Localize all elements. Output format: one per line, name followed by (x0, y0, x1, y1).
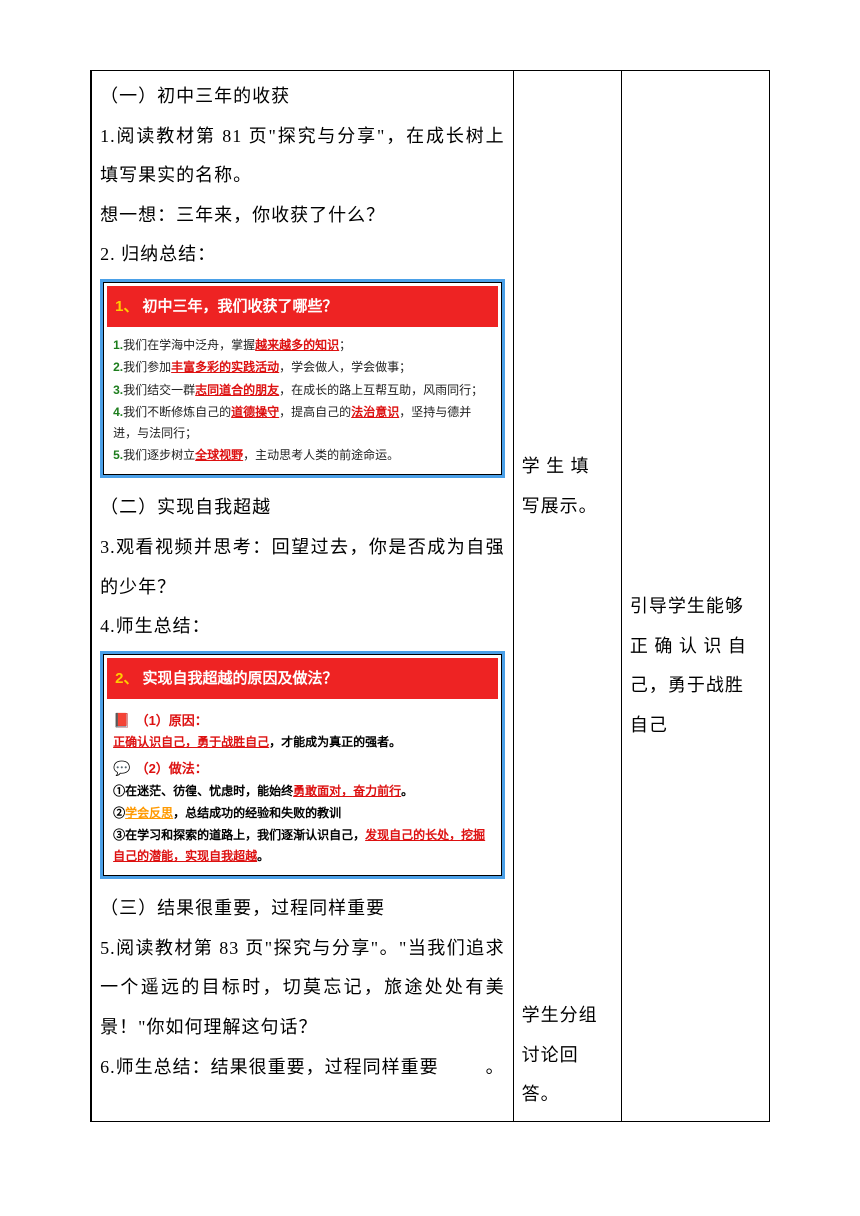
method-label: （2）做法： (136, 758, 208, 780)
sec2-title: （二）实现自我超越 (100, 488, 505, 528)
card2-header: 2、实现自我超越的原因及做法？ (107, 658, 498, 699)
col-main: （一）初中三年的收获 1.阅读教材第 81 页"探究与分享"，在成长树上填写果实… (92, 71, 514, 1122)
student-fill: 学 生 填 写展示。 (522, 447, 613, 526)
reason-label: （1）原因： (136, 710, 208, 732)
c1-l4-idx: 4. (113, 405, 123, 419)
c2-m3-c: 。 (257, 849, 269, 863)
c1-l5-d: ，主动思考人类的前途命运。 (243, 448, 399, 462)
lesson-plan-table: （一）初中三年的收获 1.阅读教材第 81 页"探究与分享"，在成长树上填写果实… (90, 70, 770, 1122)
c2-m1-b: 勇敢面对，奋力前行 (293, 784, 401, 798)
c2-m1-a: ①在迷茫、彷徨、忧虑时，能始终 (113, 784, 293, 798)
c1-l3-c: 志同道合的朋友 (195, 383, 279, 397)
sec3-title: （三）结果很重要，过程同样重要 (100, 889, 505, 929)
c1-l5-c: 全球视野 (195, 448, 243, 462)
card2-header-text: 实现自我超越的原因及做法？ (142, 670, 337, 687)
sec3-p2b: 。 (486, 1048, 505, 1088)
card1-header: 1、初中三年，我们收获了哪些？ (107, 286, 498, 327)
c1-l1-b: 我们在学海中泛舟，掌握 (123, 338, 255, 352)
card2-num: 2、 (115, 670, 138, 687)
c1-l3-idx: 3. (113, 383, 123, 397)
c2-m1-c: 。 (401, 784, 413, 798)
book-icon: 📕 (113, 709, 130, 733)
purpose-text: 引导学生能够正 确 认 识 自己，勇于战胜自己 (630, 587, 761, 745)
card2-body: 📕 （1）原因： 正确认识自己，勇于战胜自己，才能成为真正的强者。 💬 （2）做法：… (103, 703, 502, 877)
col-purpose: 引导学生能够正 确 认 识 自己，勇于战胜自己 (621, 71, 769, 1122)
c2-reason-a: 正确认识自己，勇于战胜自己 (113, 735, 269, 749)
sec2-p1: 3.观看视频并思考：回望过去，你是否成为自强的少年？ (100, 528, 505, 607)
c1-l5-b: 我们逐步树立 (123, 448, 195, 462)
sec1-p3: 2. 归纳总结： (100, 235, 505, 275)
c1-l1-c: 越来越多的知识 (255, 338, 339, 352)
sec3-p2: 6.师生总结：结果很重要，过程同样重要 。 (100, 1048, 505, 1088)
c1-l2-b: 我们参加 (123, 360, 171, 374)
student-discuss: 学生分组讨论回答。 (522, 996, 613, 1115)
sec1-title: （一）初中三年的收获 (100, 77, 505, 117)
sec2-p2: 4.师生总结： (100, 607, 505, 647)
c1-l1-d: ； (339, 338, 351, 352)
c1-l4-b: 我们不断修炼自己的 (123, 405, 231, 419)
c2-m2-b: 学会反思 (125, 806, 173, 820)
sec1-p2: 想一想：三年来，你收获了什么？ (100, 196, 505, 236)
c1-l4-c: 道德操守 (231, 405, 279, 419)
c1-l5-idx: 5. (113, 448, 123, 462)
c1-l3-d: ，在成长的路上互帮互助，风雨同行； (279, 383, 483, 397)
c2-m2-a: ② (113, 806, 125, 820)
card1-num: 1、 (115, 298, 138, 315)
card-harvest: 1、初中三年，我们收获了哪些？ 1.我们在学海中泛舟，掌握越来越多的知识； 2.… (100, 279, 505, 478)
c2-m2-c: ，总结成功的经验和失败的教训 (173, 806, 341, 820)
sec3-p1: 5.阅读教材第 83 页"探究与分享"。"当我们追求一个遥远的目标时，切莫忘记，… (100, 929, 505, 1048)
c2-reason-b: ，才能成为真正的强者。 (269, 735, 401, 749)
col-student: 学 生 填 写展示。 学生分组讨论回答。 (513, 71, 621, 1122)
c1-l2-d: ，学会做人，学会做事； (279, 360, 411, 374)
c2-m3-a: ③在学习和探索的道路上，我们逐渐认识自己， (113, 828, 365, 842)
sec1-p1: 1.阅读教材第 81 页"探究与分享"，在成长树上填写果实的名称。 (100, 117, 505, 196)
c1-l2-idx: 2. (113, 360, 123, 374)
c1-l4-e: 法治意识 (351, 405, 399, 419)
c1-l4-d: ，提高自己的 (279, 405, 351, 419)
card1-header-text: 初中三年，我们收获了哪些？ (142, 298, 337, 315)
c1-l1-idx: 1. (113, 338, 123, 352)
c1-l3-b: 我们结交一群 (123, 383, 195, 397)
c1-l2-c: 丰富多彩的实践活动 (171, 360, 279, 374)
speech-icon: 💬 (113, 757, 130, 781)
card1-body: 1.我们在学海中泛舟，掌握越来越多的知识； 2.我们参加丰富多彩的实践活动，学会… (103, 331, 502, 475)
card-surpass: 2、实现自我超越的原因及做法？ 📕 （1）原因： 正确认识自己，勇于战胜自己，才能… (100, 651, 505, 880)
sec3-p2a: 6.师生总结：结果很重要，过程同样重要 (100, 1048, 439, 1088)
